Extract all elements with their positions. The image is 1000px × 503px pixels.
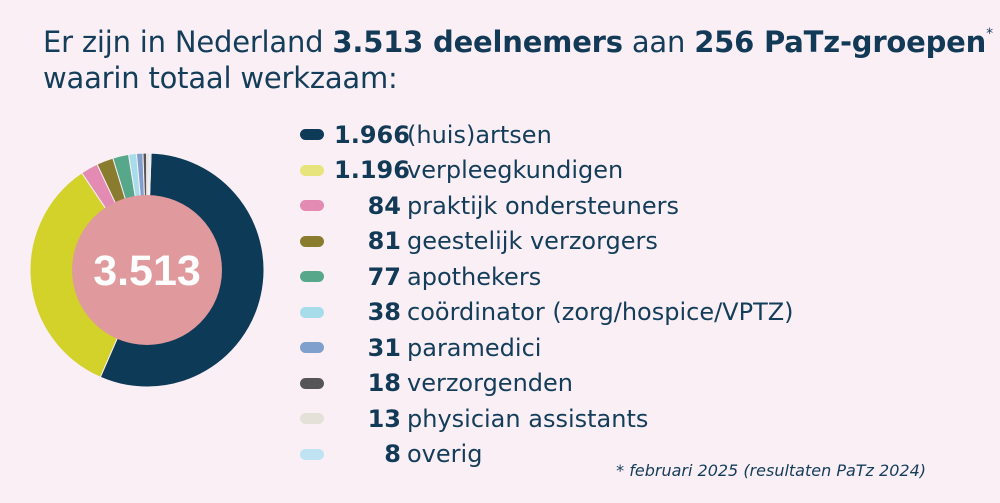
legend-swatch [300, 129, 324, 141]
legend-label: paramedici [407, 333, 542, 362]
participants-total: 3.513 deelnemers [332, 25, 623, 59]
footnote-marker: * [986, 26, 993, 42]
legend-label: (huis)artsen [407, 120, 552, 149]
legend-item: 1.196 verpleegkundigen [300, 153, 794, 189]
legend-value: 38 [367, 298, 401, 327]
legend-label: verpleegkundigen [407, 156, 624, 185]
headline-line-1: Er zijn in Nederland 3.513 deelnemers aa… [43, 24, 993, 60]
legend-value: 8 [384, 440, 401, 469]
legend-label: verzorgenden [407, 369, 573, 398]
legend-value: 31 [367, 333, 401, 362]
legend-label: apothekers [407, 262, 542, 291]
legend-value: 1.966 [334, 120, 410, 149]
legend-swatch [300, 164, 324, 176]
legend-label: overig [407, 440, 483, 469]
legend-value: 13 [367, 404, 401, 433]
legend-swatch [300, 200, 324, 212]
legend-item: 77 apothekers [300, 259, 794, 295]
legend: 1.966 (huis)artsen 1.196 verpleegkundigen 84… [300, 117, 794, 472]
legend-value: 1.196 [334, 156, 410, 185]
footnote: * februari 2025 (resultaten PaTz 2024) [616, 461, 926, 480]
legend-item: 13 physician assistants [300, 401, 794, 437]
legend-item: 8 overig [300, 437, 794, 473]
headline: Er zijn in Nederland 3.513 deelnemers aa… [43, 24, 993, 96]
legend-item: 38 coördinator (zorg/hospice/VPTZ) [300, 295, 794, 331]
donut-center-label: 3.513 [93, 247, 201, 295]
legend-swatch [300, 306, 324, 318]
legend-swatch [300, 235, 324, 247]
legend-swatch [300, 448, 324, 460]
legend-item: 18 verzorgenden [300, 366, 794, 402]
headline-text-2: aan [622, 25, 695, 59]
legend-value: 81 [367, 227, 401, 256]
legend-item: 81 geestelijk verzorgers [300, 224, 794, 260]
legend-label: physician assistants [407, 404, 649, 433]
legend-item: 1.966 (huis)artsen [300, 117, 794, 153]
legend-value: 77 [367, 262, 401, 291]
headline-text-1: Er zijn in Nederland [43, 25, 333, 59]
legend-value: 18 [367, 369, 401, 398]
legend-swatch [300, 271, 324, 283]
donut-center [72, 195, 222, 345]
legend-swatch [300, 377, 324, 389]
legend-label: geestelijk verzorgers [407, 227, 658, 256]
legend-swatch [300, 413, 324, 425]
legend-swatch [300, 342, 324, 354]
legend-item: 31 paramedici [300, 330, 794, 366]
legend-item: 84 praktijk ondersteuners [300, 188, 794, 224]
legend-label: praktijk ondersteuners [407, 191, 679, 220]
donut-chart: 3.513 [29, 152, 265, 388]
legend-value: 84 [367, 191, 401, 220]
headline-line-2: waarin totaal werkzaam: [43, 61, 398, 95]
groups-total: 256 PaTz-groepen [694, 25, 987, 59]
legend-label: coördinator (zorg/hospice/VPTZ) [407, 298, 794, 327]
